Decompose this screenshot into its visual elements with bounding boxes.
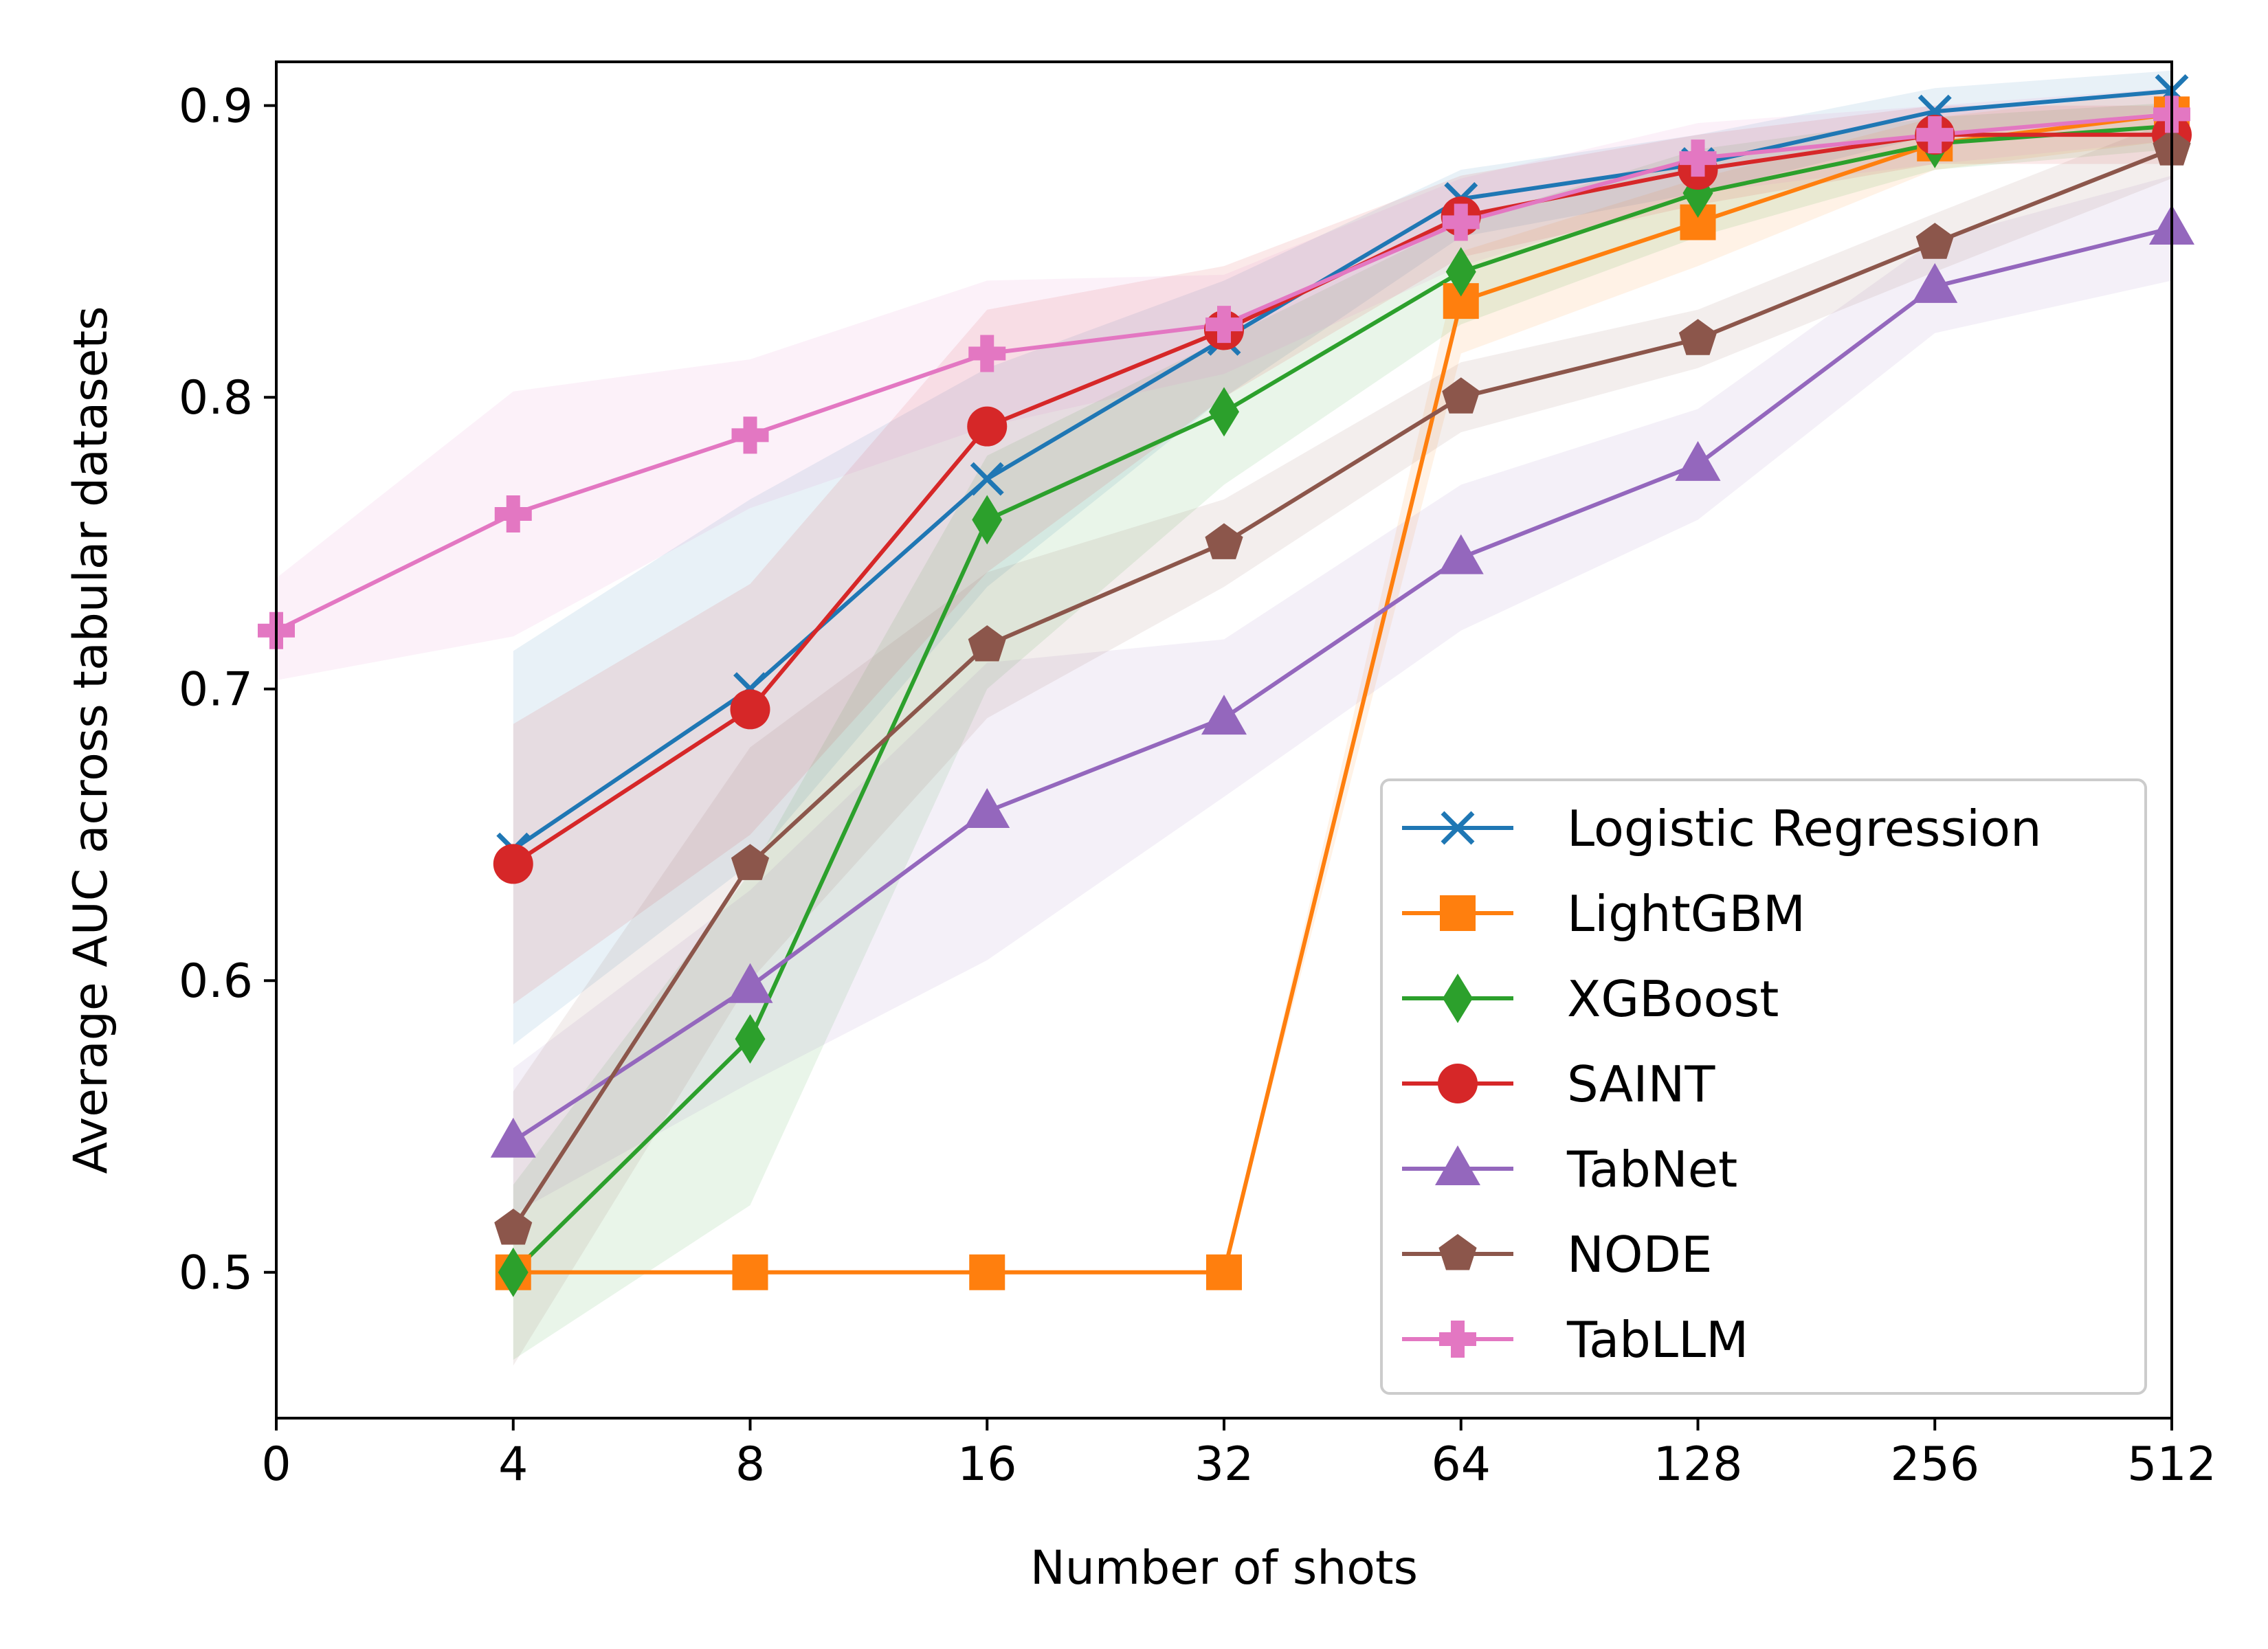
data-point bbox=[972, 495, 1003, 545]
y-axis-title: Average AUC across tabular datasets bbox=[64, 306, 118, 1174]
data-point bbox=[727, 963, 773, 1003]
data-point bbox=[1678, 319, 1717, 355]
legend-label: Logistic Regression bbox=[1567, 800, 2042, 857]
confidence-band bbox=[513, 120, 2172, 1366]
x-tick-label: 256 bbox=[1890, 1437, 1979, 1492]
x-tick-label: 512 bbox=[2127, 1437, 2216, 1492]
data-point bbox=[1442, 203, 1480, 241]
series-line bbox=[512, 226, 2172, 1143]
data-point bbox=[493, 844, 533, 884]
data-point bbox=[1675, 440, 1721, 481]
x-tick-label: 128 bbox=[1654, 1437, 1743, 1492]
legend-marker bbox=[1440, 895, 1476, 931]
data-point bbox=[964, 788, 1010, 829]
data-point bbox=[968, 335, 1006, 372]
data-point bbox=[1201, 695, 1247, 735]
data-point bbox=[1209, 387, 1239, 437]
y-tick-label: 0.5 bbox=[179, 1246, 253, 1301]
legend-marker bbox=[1439, 1321, 1476, 1358]
x-tick-label: 8 bbox=[735, 1437, 765, 1492]
data-point bbox=[967, 406, 1008, 447]
series-line bbox=[513, 112, 2172, 1275]
x-tick-label: 64 bbox=[1431, 1437, 1491, 1492]
data-point bbox=[494, 1209, 533, 1245]
data-point bbox=[731, 844, 770, 880]
legend-label: SAINT bbox=[1567, 1055, 1715, 1113]
x-tick-label: 0 bbox=[261, 1437, 291, 1492]
data-point bbox=[1442, 377, 1480, 414]
data-point bbox=[498, 1247, 529, 1297]
y-tick-label: 0.9 bbox=[179, 80, 253, 134]
legend-box bbox=[1380, 778, 2147, 1395]
data-point bbox=[1445, 247, 1476, 297]
legend-marker bbox=[1441, 811, 1475, 845]
y-tick-label: 0.8 bbox=[179, 371, 253, 425]
legend-marker bbox=[1438, 1064, 1478, 1103]
data-point bbox=[1915, 223, 1954, 259]
legend-label: LightGBM bbox=[1567, 885, 1805, 943]
data-point bbox=[970, 462, 1004, 496]
data-point bbox=[1206, 1254, 1242, 1290]
x-tick-label: 4 bbox=[498, 1437, 528, 1492]
x-tick-label: 32 bbox=[1194, 1437, 1254, 1492]
data-point bbox=[969, 1254, 1005, 1290]
series-line bbox=[511, 147, 2173, 1230]
data-point bbox=[735, 1014, 766, 1064]
confidence-band bbox=[513, 175, 2172, 1214]
x-axis-title: Number of shots bbox=[1030, 1541, 1418, 1595]
data-point bbox=[494, 495, 532, 532]
legend-label: TabNet bbox=[1566, 1141, 1737, 1198]
legend-label: TabLLM bbox=[1566, 1311, 1748, 1369]
legend-marker bbox=[1435, 1145, 1480, 1185]
y-tick-label: 0.6 bbox=[179, 954, 253, 1009]
data-point bbox=[732, 1254, 768, 1290]
confidence-band bbox=[513, 70, 2172, 1045]
legend: Logistic Regression LightGBM XGBoost SAINT T… bbox=[1380, 778, 2147, 1395]
data-point bbox=[1205, 306, 1243, 344]
confidence-bands bbox=[276, 70, 2172, 1366]
confidence-band bbox=[276, 88, 2172, 680]
data-point bbox=[1205, 523, 1243, 559]
series-line bbox=[511, 124, 2172, 1274]
y-axis: 0.5 0.6 0.7 0.8 0.9 bbox=[179, 80, 276, 1301]
series-line bbox=[512, 89, 2172, 851]
data-point bbox=[730, 689, 770, 730]
data-point bbox=[490, 1117, 536, 1158]
legend-marker bbox=[1443, 974, 1473, 1023]
data-point bbox=[731, 416, 769, 454]
legend-marker bbox=[1438, 1234, 1477, 1270]
confidence-band bbox=[513, 102, 2172, 1360]
y-tick-label: 0.7 bbox=[179, 663, 253, 717]
data-point bbox=[968, 625, 1006, 662]
legend-label: NODE bbox=[1567, 1226, 1712, 1283]
confidence-band bbox=[513, 105, 2172, 1005]
legend-label: XGBoost bbox=[1567, 970, 1779, 1028]
data-point bbox=[1679, 139, 1717, 177]
x-axis: 0 4 8 16 32 64 128 256 512 bbox=[261, 1418, 2216, 1492]
data-point bbox=[1912, 262, 1958, 303]
data-point bbox=[1438, 534, 1484, 574]
x-tick-label: 16 bbox=[957, 1437, 1017, 1492]
data-point bbox=[1916, 116, 1954, 154]
series-markers bbox=[258, 74, 2194, 1297]
